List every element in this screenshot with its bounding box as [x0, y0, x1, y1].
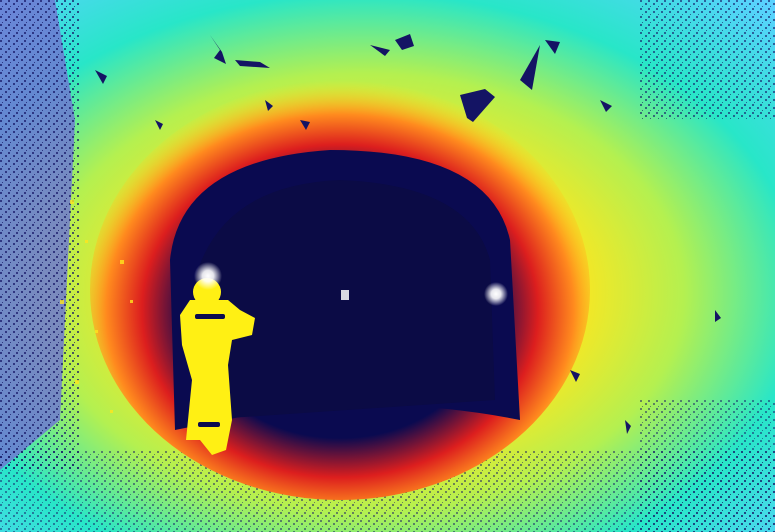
- top-right-noise: [640, 0, 775, 120]
- wall-specks: [95, 34, 721, 434]
- worker-belt-stripes: [195, 314, 225, 427]
- distant-lamp: [341, 290, 349, 300]
- left-yellow-speckle: [60, 200, 133, 413]
- headlamp-light: [194, 262, 222, 290]
- right-lamp-light: [484, 282, 508, 306]
